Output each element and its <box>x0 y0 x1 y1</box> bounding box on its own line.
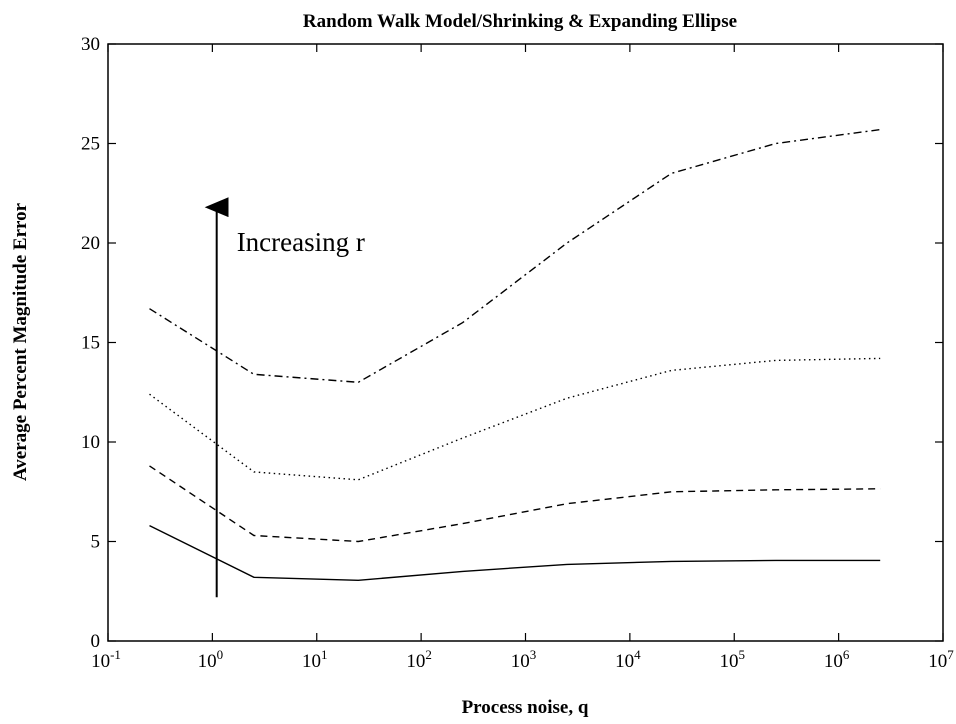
axis-ticks: 10-1 100 101 102 103 104 105 106 107 0 5 10 15 20 25 30 <box>81 34 954 672</box>
y-tick-label: 25 <box>81 134 100 155</box>
series-lines <box>149 128 881 582</box>
y-tick-label: 0 <box>91 631 101 652</box>
x-tick-label: 100 <box>198 647 224 672</box>
y-tick-label: 30 <box>81 34 100 55</box>
x-axis-label: Process noise, q <box>462 697 589 718</box>
y-axis-label: Average Percent Magnitude Error <box>10 202 31 481</box>
plot-frame <box>107 43 944 642</box>
annotation-layer: Increasing r <box>204 197 365 598</box>
x-tick-label: 102 <box>406 647 432 672</box>
series-line-dashed <box>149 465 881 543</box>
series-line-solid <box>149 524 881 582</box>
chart-title: Random Walk Model/Shrinking & Expanding … <box>303 11 737 32</box>
y-tick-label: 10 <box>81 432 100 453</box>
x-tick-label: 103 <box>511 647 537 672</box>
x-tick-label: 104 <box>615 647 641 672</box>
x-tick-label: 106 <box>824 647 850 672</box>
x-tick-label: 105 <box>720 647 746 672</box>
x-tick-label: 101 <box>302 647 328 672</box>
y-tick-label: 15 <box>81 333 100 354</box>
y-tick-label: 5 <box>91 532 101 553</box>
x-tick-label: 10-1 <box>91 647 121 672</box>
annotation-increasing-r: Increasing r <box>237 227 365 257</box>
series-line-dotted <box>149 357 881 481</box>
y-tick-label: 20 <box>81 233 100 254</box>
x-tick-label: 107 <box>928 647 954 672</box>
